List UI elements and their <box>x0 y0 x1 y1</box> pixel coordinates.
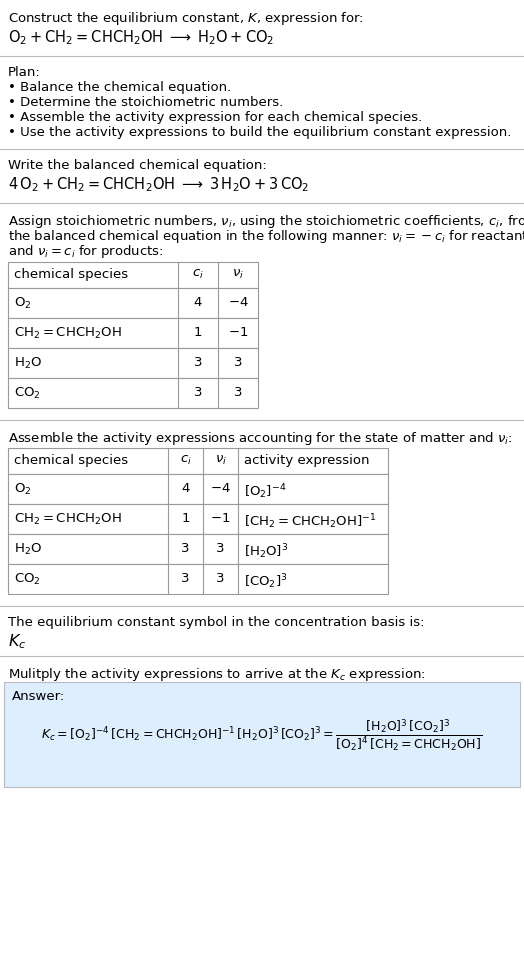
Text: $[\mathrm{O_2}]^{-4}$: $[\mathrm{O_2}]^{-4}$ <box>244 482 287 501</box>
Text: The equilibrium constant symbol in the concentration basis is:: The equilibrium constant symbol in the c… <box>8 616 424 629</box>
Text: $[\mathrm{CO_2}]^3$: $[\mathrm{CO_2}]^3$ <box>244 572 288 591</box>
Text: $-1$: $-1$ <box>228 326 248 339</box>
Text: $\mathrm{O_2}$: $\mathrm{O_2}$ <box>14 296 31 311</box>
Text: $[\mathrm{CH_2{=}CHCH_2OH}]^{-1}$: $[\mathrm{CH_2{=}CHCH_2OH}]^{-1}$ <box>244 512 376 531</box>
Text: $-4$: $-4$ <box>227 296 248 309</box>
Text: Plan:: Plan: <box>8 66 41 79</box>
FancyBboxPatch shape <box>8 262 258 288</box>
Text: the balanced chemical equation in the following manner: $\nu_i = -c_i$ for react: the balanced chemical equation in the fo… <box>8 228 524 245</box>
Text: 3: 3 <box>181 542 190 555</box>
Text: chemical species: chemical species <box>14 454 128 467</box>
FancyBboxPatch shape <box>8 288 258 318</box>
Text: $-4$: $-4$ <box>210 482 231 495</box>
Text: Assemble the activity expressions accounting for the state of matter and $\nu_i$: Assemble the activity expressions accoun… <box>8 430 512 447</box>
FancyBboxPatch shape <box>8 534 388 564</box>
Text: $c_i$: $c_i$ <box>192 268 204 281</box>
Text: $\mathrm{H_2O}$: $\mathrm{H_2O}$ <box>14 542 42 557</box>
FancyBboxPatch shape <box>8 378 258 408</box>
Text: 3: 3 <box>181 572 190 585</box>
Text: $\mathrm{CH_2{=}CHCH_2OH}$: $\mathrm{CH_2{=}CHCH_2OH}$ <box>14 326 122 341</box>
Text: 4: 4 <box>181 482 190 495</box>
FancyBboxPatch shape <box>8 564 388 594</box>
Text: Mulitply the activity expressions to arrive at the $K_c$ expression:: Mulitply the activity expressions to arr… <box>8 666 426 683</box>
Text: $\mathrm{CO_2}$: $\mathrm{CO_2}$ <box>14 386 41 401</box>
Text: Write the balanced chemical equation:: Write the balanced chemical equation: <box>8 159 267 172</box>
Text: chemical species: chemical species <box>14 268 128 281</box>
Text: and $\nu_i = c_i$ for products:: and $\nu_i = c_i$ for products: <box>8 243 163 260</box>
Text: 4: 4 <box>194 296 202 309</box>
Text: Construct the equilibrium constant, $K$, expression for:: Construct the equilibrium constant, $K$,… <box>8 10 364 27</box>
Text: Assign stoichiometric numbers, $\nu_i$, using the stoichiometric coefficients, $: Assign stoichiometric numbers, $\nu_i$, … <box>8 213 524 230</box>
Text: $\nu_i$: $\nu_i$ <box>232 268 244 281</box>
Text: $K_c = [\mathrm{O_2}]^{-4}\,[\mathrm{CH_2{=}CHCH_2OH}]^{-1}\,[\mathrm{H_2O}]^3\,: $K_c = [\mathrm{O_2}]^{-4}\,[\mathrm{CH_… <box>41 717 483 753</box>
Text: 3: 3 <box>216 542 225 555</box>
Text: 3: 3 <box>194 386 202 399</box>
Text: activity expression: activity expression <box>244 454 369 467</box>
FancyBboxPatch shape <box>8 318 258 348</box>
Text: 1: 1 <box>181 512 190 525</box>
Text: $\mathrm{CO_2}$: $\mathrm{CO_2}$ <box>14 572 41 587</box>
Text: $\mathrm{O_2 + CH_2{=}CHCH_2OH \;\longrightarrow\; H_2O + CO_2}$: $\mathrm{O_2 + CH_2{=}CHCH_2OH \;\longri… <box>8 28 275 46</box>
Text: $[\mathrm{H_2O}]^3$: $[\mathrm{H_2O}]^3$ <box>244 542 288 561</box>
FancyBboxPatch shape <box>8 348 258 378</box>
Text: 3: 3 <box>194 356 202 369</box>
FancyBboxPatch shape <box>8 504 388 534</box>
Text: 3: 3 <box>234 356 242 369</box>
Text: $\mathrm{H_2O}$: $\mathrm{H_2O}$ <box>14 356 42 372</box>
FancyBboxPatch shape <box>8 448 388 474</box>
Text: $\mathrm{CH_2{=}CHCH_2OH}$: $\mathrm{CH_2{=}CHCH_2OH}$ <box>14 512 122 527</box>
Text: Answer:: Answer: <box>12 690 66 703</box>
Text: 3: 3 <box>216 572 225 585</box>
Text: $\nu_i$: $\nu_i$ <box>214 454 226 467</box>
Text: • Assemble the activity expression for each chemical species.: • Assemble the activity expression for e… <box>8 111 422 124</box>
Text: $\mathrm{O_2}$: $\mathrm{O_2}$ <box>14 482 31 497</box>
Text: • Determine the stoichiometric numbers.: • Determine the stoichiometric numbers. <box>8 96 283 109</box>
Text: $K_c$: $K_c$ <box>8 632 26 650</box>
FancyBboxPatch shape <box>8 474 388 504</box>
FancyBboxPatch shape <box>4 682 520 787</box>
Text: $c_i$: $c_i$ <box>180 454 191 467</box>
Text: • Balance the chemical equation.: • Balance the chemical equation. <box>8 81 231 94</box>
Text: $-1$: $-1$ <box>210 512 231 525</box>
Text: $\mathrm{4\,O_2 + CH_2{=}CHCH_2OH \;\longrightarrow\; 3\,H_2O + 3\,CO_2}$: $\mathrm{4\,O_2 + CH_2{=}CHCH_2OH \;\lon… <box>8 175 309 194</box>
Text: • Use the activity expressions to build the equilibrium constant expression.: • Use the activity expressions to build … <box>8 126 511 139</box>
Text: 1: 1 <box>194 326 202 339</box>
Text: 3: 3 <box>234 386 242 399</box>
